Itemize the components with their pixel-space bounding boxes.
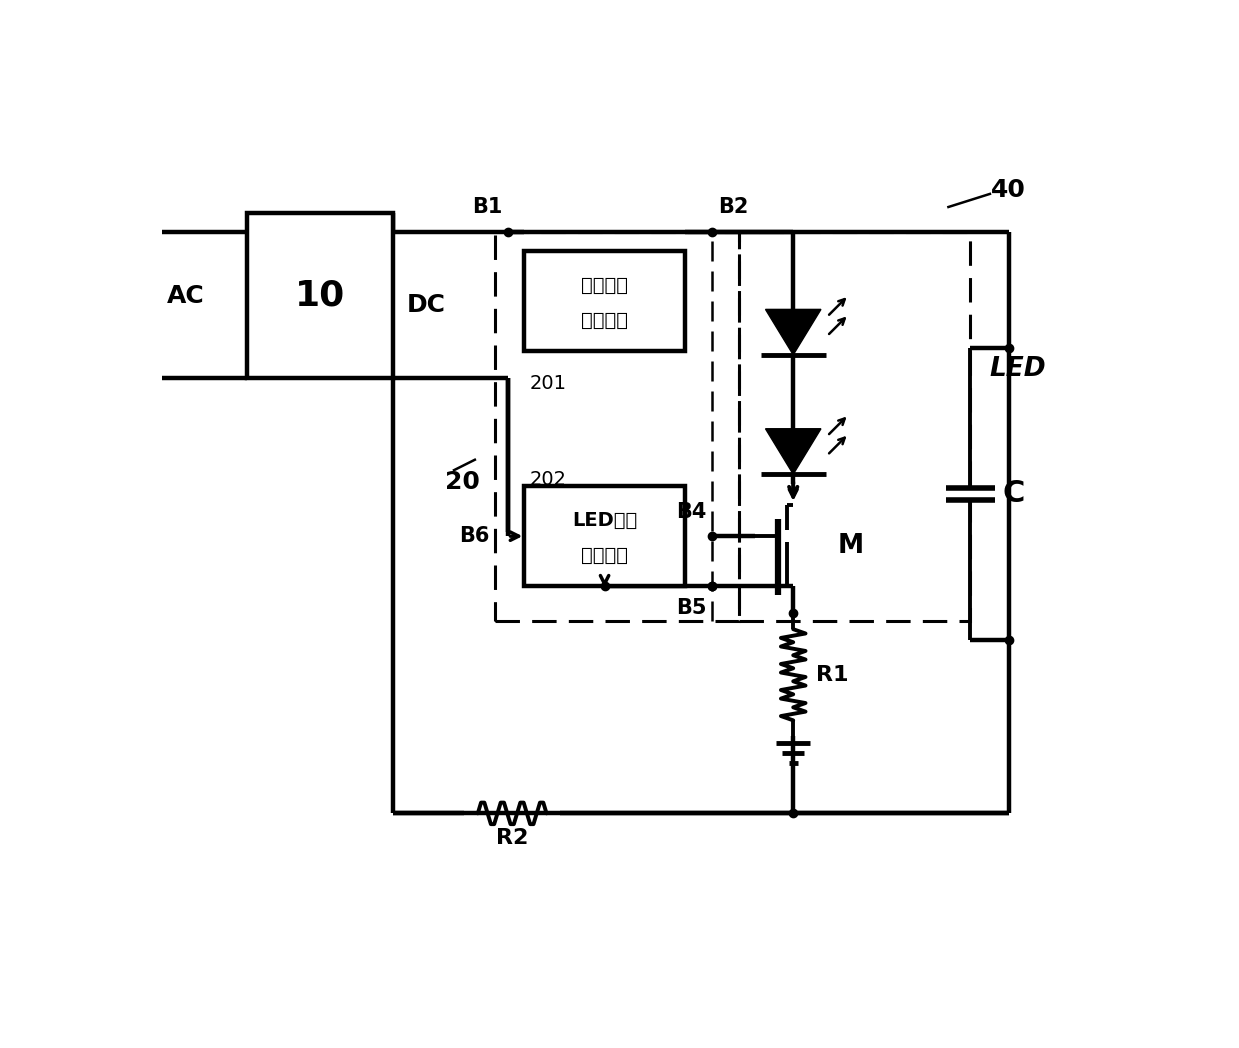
Text: B2: B2: [719, 197, 748, 217]
Text: 控制电路: 控制电路: [581, 546, 628, 565]
Text: C: C: [1002, 479, 1025, 508]
Polygon shape: [766, 429, 821, 474]
Text: 充电电流: 充电电流: [581, 277, 628, 296]
Text: LED电流: LED电流: [572, 511, 637, 530]
Bar: [496, 232, 740, 620]
Text: AC: AC: [166, 284, 204, 307]
Text: B6: B6: [458, 526, 489, 546]
Text: M: M: [838, 532, 864, 559]
Text: DC: DC: [406, 293, 446, 318]
Polygon shape: [766, 309, 821, 355]
Text: 40: 40: [991, 178, 1026, 201]
Text: B4: B4: [675, 502, 706, 522]
Bar: [524, 486, 685, 586]
Text: B5: B5: [675, 597, 706, 617]
Bar: [247, 213, 393, 378]
Text: R1: R1: [817, 664, 849, 684]
Text: 10: 10: [295, 279, 344, 312]
Text: 控制电路: 控制电路: [581, 311, 628, 330]
Text: 201: 201: [530, 374, 567, 393]
Text: R2: R2: [496, 828, 528, 848]
Text: B1: B1: [472, 197, 502, 217]
Text: 202: 202: [530, 471, 567, 489]
Bar: [740, 232, 970, 620]
Bar: [524, 252, 685, 351]
Text: 20: 20: [445, 471, 479, 495]
Text: LED: LED: [990, 355, 1046, 381]
